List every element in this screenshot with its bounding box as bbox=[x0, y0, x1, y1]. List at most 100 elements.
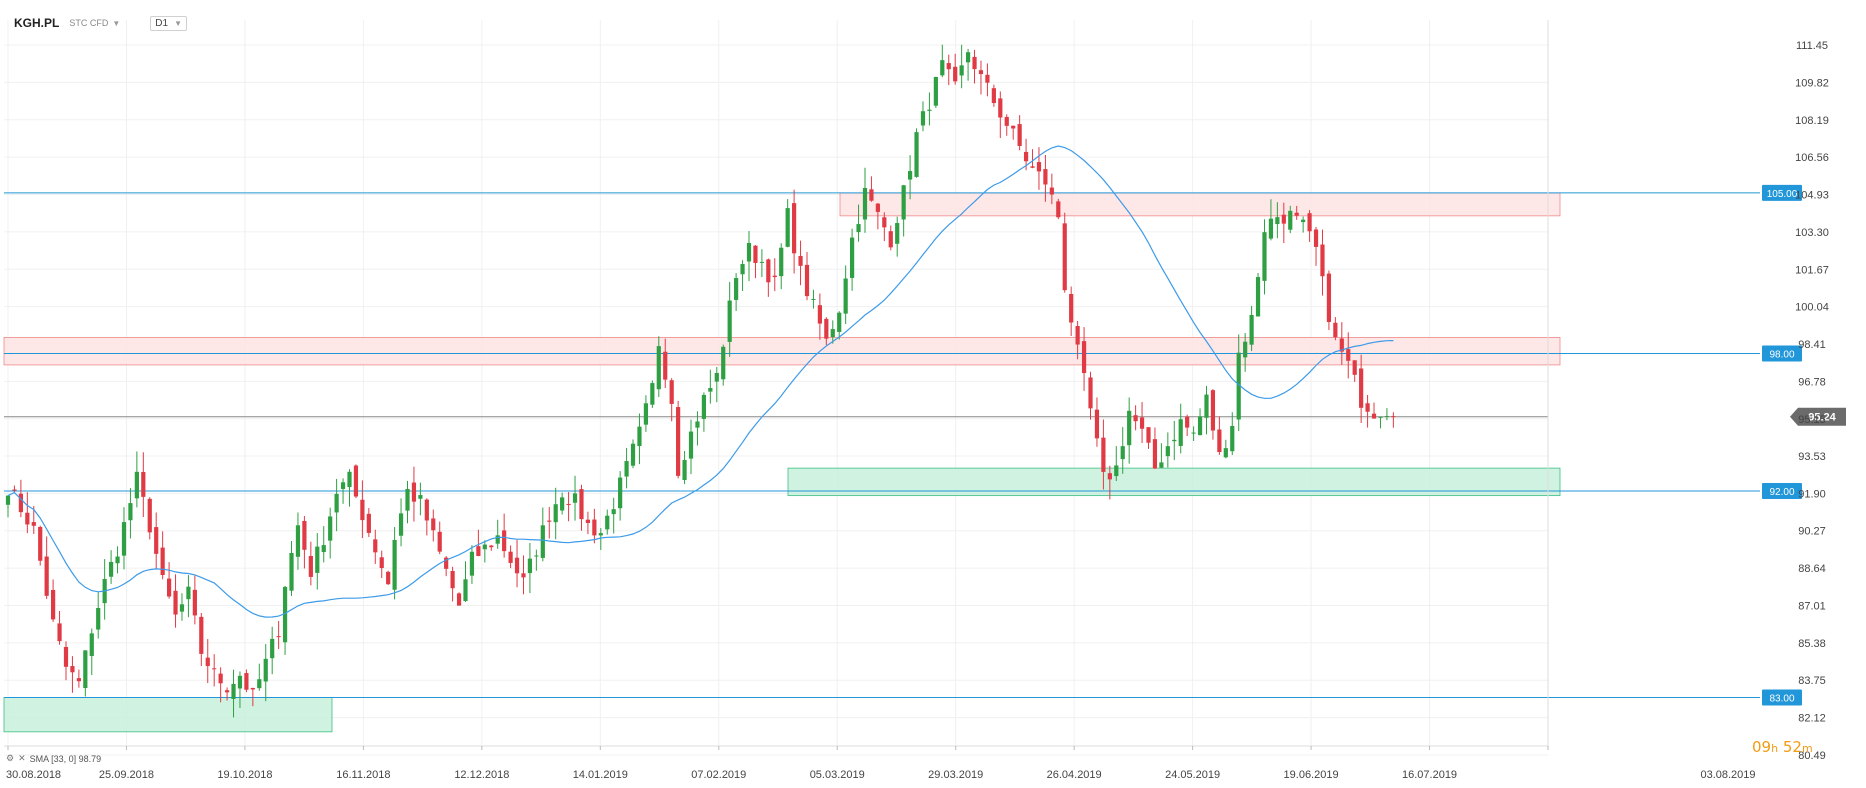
price-axis: 111.45 109.82 108.19 106.56 104.93 103.30 101.… bbox=[1547, 20, 1829, 762]
candle-down bbox=[212, 668, 217, 670]
resistance-zone bbox=[839, 192, 1561, 217]
candle-up bbox=[315, 546, 320, 573]
candle-down bbox=[508, 551, 513, 563]
candle-down bbox=[1391, 416, 1396, 418]
candle-up bbox=[850, 237, 855, 278]
candle-down bbox=[669, 380, 674, 404]
indicator-legend: ⚙ ✕ SMA [33, 0] 98.79 bbox=[6, 753, 101, 764]
candle-up bbox=[347, 471, 352, 488]
price-tick-label: 83.75 bbox=[1798, 675, 1826, 687]
candle-up bbox=[708, 388, 713, 392]
candle-up bbox=[263, 658, 268, 682]
price-tick-label: 109.82 bbox=[1795, 77, 1829, 89]
price-tick-label: 88.64 bbox=[1798, 563, 1826, 575]
candle-down bbox=[379, 557, 384, 569]
candle-down bbox=[1352, 360, 1357, 375]
candle-up bbox=[650, 383, 655, 405]
candle-up bbox=[289, 552, 294, 591]
candle-down bbox=[1146, 427, 1151, 443]
candle-down bbox=[978, 70, 984, 75]
candle-down bbox=[1049, 187, 1054, 195]
candle-up bbox=[895, 222, 900, 244]
candle-down bbox=[76, 678, 81, 682]
candle-up bbox=[237, 675, 243, 689]
candle-down bbox=[1281, 214, 1286, 224]
candle-up bbox=[1243, 341, 1248, 358]
candle-down bbox=[1333, 322, 1338, 338]
candle-up bbox=[1223, 448, 1228, 458]
candle-up bbox=[618, 477, 623, 509]
candle-up bbox=[746, 243, 752, 262]
candle-down bbox=[218, 673, 223, 684]
candle-up bbox=[714, 372, 719, 382]
settings-icon[interactable]: ⚙ bbox=[6, 753, 15, 763]
time-tick-label: 12.12.2018 bbox=[454, 769, 509, 781]
candle-down bbox=[888, 231, 893, 248]
candle-down bbox=[1056, 201, 1061, 218]
close-icon[interactable]: ✕ bbox=[18, 753, 26, 763]
candle-up bbox=[560, 497, 565, 511]
candle-down bbox=[450, 570, 455, 589]
candle-up bbox=[134, 471, 139, 499]
candle-down bbox=[1339, 338, 1344, 352]
timeframe-selector[interactable]: D1 ▼ bbox=[150, 15, 187, 31]
candle-up bbox=[933, 76, 938, 106]
candle-up bbox=[785, 208, 790, 247]
level-label: 105.00 bbox=[1767, 189, 1798, 200]
candle-down bbox=[1152, 439, 1158, 469]
candle-down bbox=[199, 616, 204, 654]
candle-down bbox=[1004, 116, 1009, 126]
candle-down bbox=[360, 499, 365, 521]
candle-down bbox=[18, 493, 23, 513]
candle-up bbox=[1165, 446, 1170, 457]
candle-down bbox=[972, 56, 977, 70]
candle-up bbox=[392, 539, 397, 590]
candle-down bbox=[579, 489, 584, 520]
price-tick-label: 106.56 bbox=[1795, 152, 1829, 164]
support-zone bbox=[3, 697, 333, 733]
candle-down bbox=[547, 520, 552, 522]
candle-down bbox=[772, 275, 777, 278]
candle-up bbox=[611, 509, 616, 515]
candle-up bbox=[553, 504, 558, 523]
candle-up bbox=[830, 329, 835, 338]
candle-down bbox=[192, 589, 197, 616]
candle-down bbox=[824, 318, 829, 339]
time-axis: 30.08.2018 25.09.2018 19.10.2018 16.11.2018… bbox=[4, 745, 1756, 781]
candle-down bbox=[1107, 473, 1112, 480]
candle-up bbox=[856, 224, 861, 233]
candle-down bbox=[205, 657, 210, 667]
candle-down bbox=[444, 557, 449, 569]
price-tick-label: 87.01 bbox=[1798, 600, 1826, 612]
candle-down bbox=[1313, 229, 1319, 247]
candle-down bbox=[224, 690, 230, 693]
time-tick-label: 19.06.2019 bbox=[1284, 769, 1339, 781]
candle-up bbox=[920, 111, 926, 126]
candle-down bbox=[766, 259, 771, 283]
chevron-down-icon: ▼ bbox=[112, 18, 121, 28]
candle-down bbox=[869, 189, 874, 201]
instrument-selector[interactable]: STC CFD ▼ bbox=[69, 18, 120, 28]
candle-up bbox=[1120, 446, 1125, 460]
candle-up bbox=[1275, 217, 1280, 225]
chart-toolbar: KGH.PL STC CFD ▼ D1 ▼ bbox=[14, 14, 187, 32]
candle-up bbox=[5, 495, 11, 505]
candle-up bbox=[83, 650, 88, 689]
candle-down bbox=[1011, 125, 1016, 129]
candle-up bbox=[334, 493, 339, 513]
candle-up bbox=[927, 109, 932, 111]
candle-up bbox=[1249, 314, 1254, 345]
candle-up bbox=[469, 551, 475, 576]
candle-up bbox=[1204, 394, 1209, 418]
timeframe-label: D1 bbox=[155, 17, 169, 29]
candle-up bbox=[1114, 465, 1119, 477]
symbol-label[interactable]: KGH.PL bbox=[14, 16, 60, 30]
candle-down bbox=[173, 590, 178, 615]
candle-up bbox=[1191, 432, 1196, 434]
candle-up bbox=[482, 544, 487, 550]
time-tick-label: 26.04.2019 bbox=[1047, 769, 1102, 781]
candle-down bbox=[1017, 124, 1022, 146]
timer-minutes: 52 bbox=[1782, 738, 1802, 756]
candle-up bbox=[914, 132, 919, 177]
